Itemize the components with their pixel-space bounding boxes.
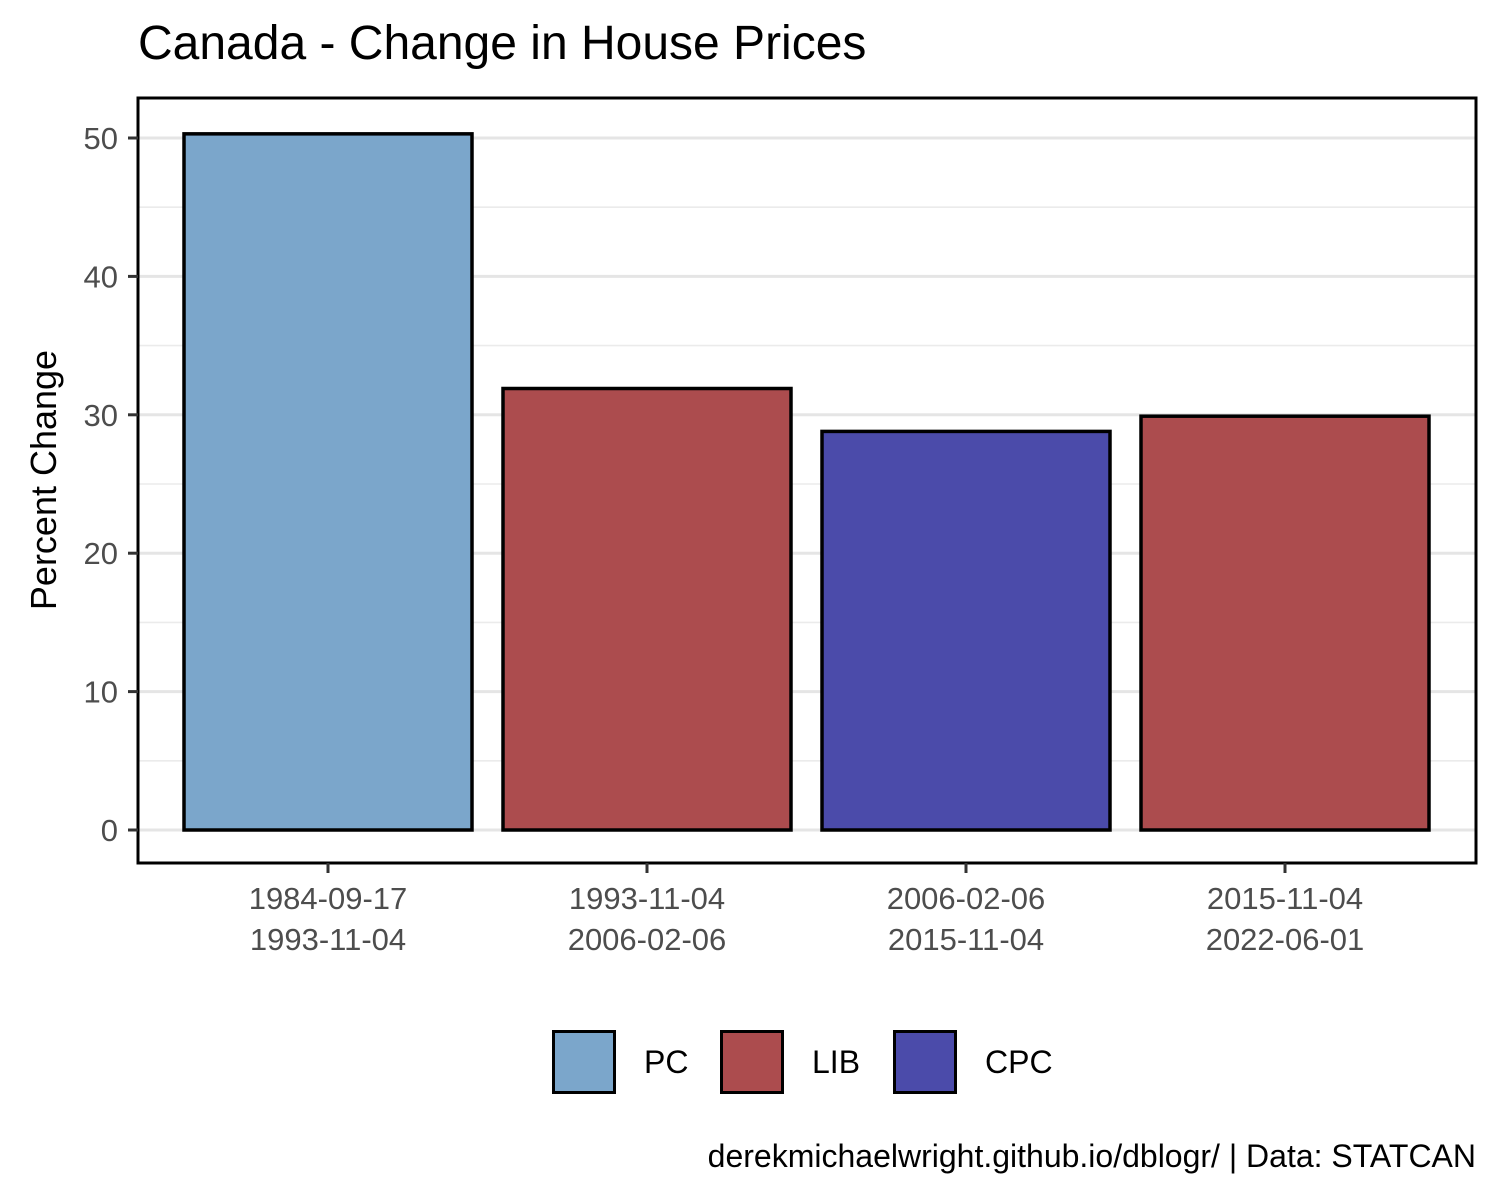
x-tick-label: 1993-11-04 [250, 922, 406, 957]
legend-key [720, 1030, 784, 1094]
legend-label: LIB [812, 1043, 861, 1080]
y-tick-label: 20 [84, 536, 118, 571]
x-tick-label: 2022-06-01 [1206, 922, 1365, 957]
x-tick-label: 2015-11-04 [888, 922, 1044, 957]
legend-item-pc: PC [552, 1028, 688, 1096]
y-tick-label: 10 [84, 675, 118, 710]
legend-label: PC [644, 1043, 689, 1080]
chart-title: Canada - Change in House Prices [138, 17, 867, 70]
x-tick-label: 2015-11-04 [1207, 881, 1363, 916]
y-axis-ticks: 0 10 20 30 40 50 [84, 121, 138, 848]
y-tick-label: 0 [101, 813, 118, 848]
legend-key [552, 1030, 616, 1094]
bar-lib [1139, 414, 1431, 832]
bar-lib [501, 386, 793, 832]
panel-border [136, 96, 1478, 865]
x-tick-label: 1984-09-17 [249, 881, 408, 916]
caption: derekmichaelwright.github.io/dblogr/ | D… [707, 1138, 1476, 1174]
x-tick-label: 2006-02-06 [887, 881, 1046, 916]
legend-label: CPC [985, 1043, 1053, 1080]
x-tick-label: 1993-11-04 [569, 881, 725, 916]
bar-cpc [820, 429, 1112, 832]
y-tick-label: 40 [84, 259, 118, 294]
x-tick-label: 2006-02-06 [568, 922, 727, 957]
x-axis-ticks: 1984-09-17 1993-11-04 1993-11-04 2006-02-06… [249, 863, 1365, 957]
legend-key [893, 1030, 957, 1094]
legend: PC LIB CPC [0, 1028, 1500, 1098]
y-axis-label: Percent Change [23, 350, 64, 610]
y-tick-label: 50 [84, 121, 118, 156]
bars [182, 132, 1431, 832]
bar-pc [182, 132, 474, 832]
legend-item-cpc: CPC [893, 1028, 1053, 1096]
y-tick-label: 30 [84, 398, 118, 433]
legend-item-lib: LIB [720, 1028, 860, 1096]
